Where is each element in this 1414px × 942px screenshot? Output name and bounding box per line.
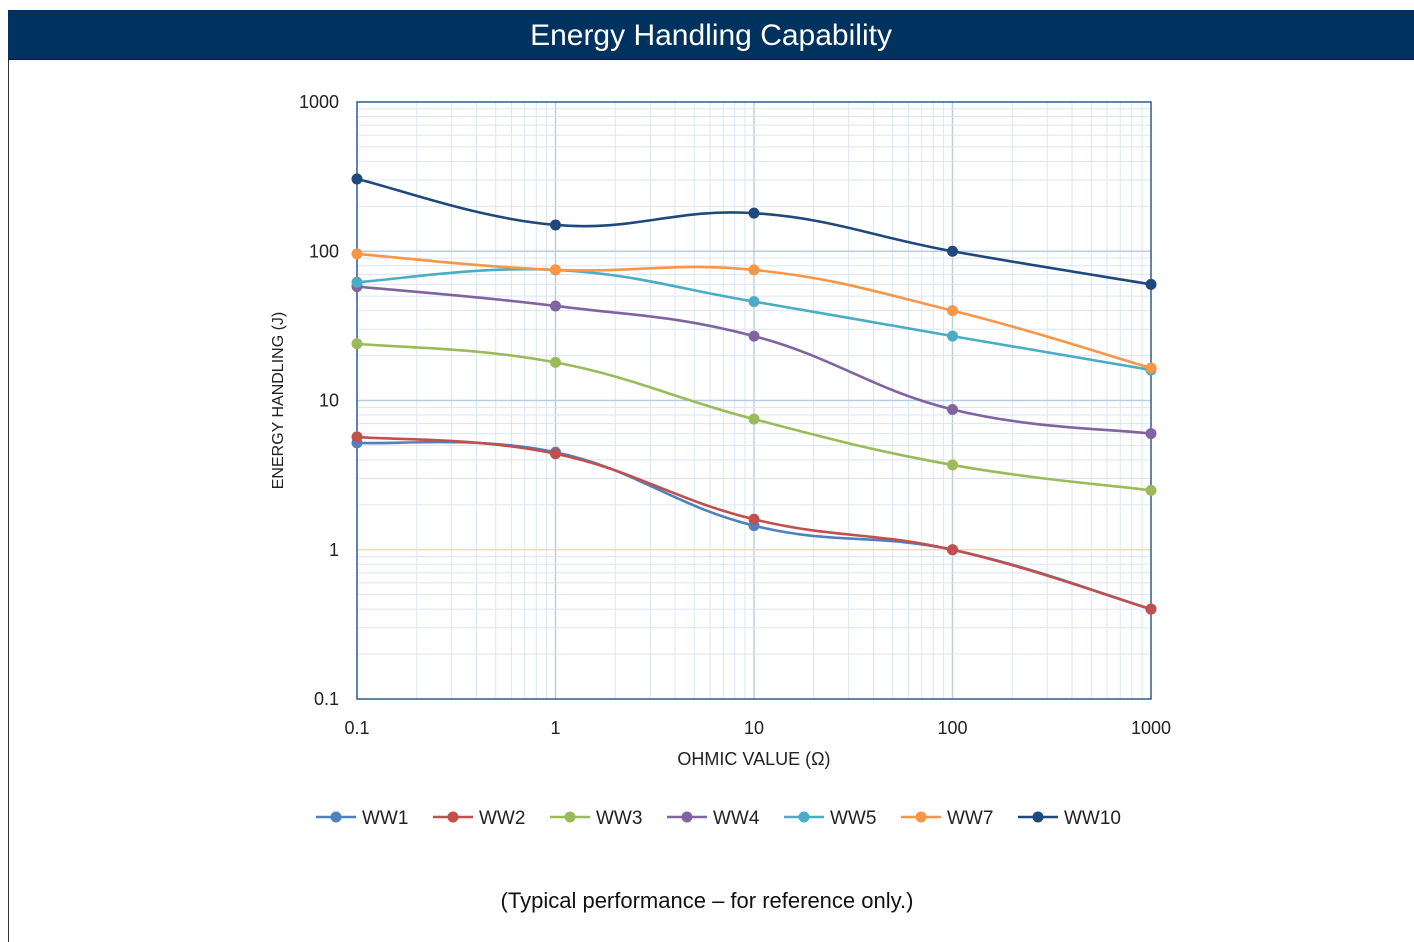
legend-item: WW10 (1018, 808, 1121, 829)
legend-item: WW7 (901, 808, 993, 829)
legend-label: WW7 (947, 808, 993, 829)
data-point (550, 264, 561, 276)
legend-swatch-marker (798, 811, 810, 823)
grid (357, 102, 1151, 699)
x-tick-label: 0.1 (344, 718, 369, 738)
data-point (748, 513, 760, 525)
y-tick-label: 1 (329, 540, 339, 560)
legend-item: WW1 (316, 808, 408, 829)
y-axis-label: ENERGY HANDLING (J) (270, 312, 287, 490)
plot-area (356, 101, 1152, 700)
legend-swatch-marker (915, 811, 927, 823)
data-point (947, 459, 958, 471)
legend-swatch-marker (564, 811, 576, 823)
legend-label: WW10 (1064, 808, 1121, 829)
x-tick-label: 10 (744, 718, 764, 738)
y-tick-label: 1000 (299, 92, 339, 112)
legend: WW1 WW2 WW3 WW4 WW5 WW7 WW10 (316, 808, 1121, 829)
legend-label: WW5 (830, 808, 876, 829)
data-point (351, 338, 363, 350)
y-tick-label: 100 (309, 241, 339, 261)
series-ww3 (351, 338, 1157, 496)
y-tick-label: 0.1 (314, 689, 339, 709)
series-ww7 (351, 248, 1157, 374)
data-point (748, 207, 760, 219)
legend-item: WW4 (667, 808, 760, 829)
legend-swatch-marker (681, 811, 693, 823)
data-point (947, 305, 958, 317)
data-point (748, 296, 760, 308)
x-axis-label: OHMIC VALUE (Ω) (677, 749, 830, 769)
series-ww2 (351, 431, 1157, 615)
data-point (351, 248, 363, 260)
legend-label: WW4 (713, 808, 760, 829)
data-point (550, 356, 561, 368)
data-point (748, 264, 760, 276)
data-point (748, 413, 760, 425)
data-point (351, 431, 363, 443)
legend-label: WW2 (479, 808, 525, 829)
legend-label: WW1 (362, 808, 408, 829)
data-point (947, 544, 958, 556)
chart-title: Energy Handling Capability (8, 10, 1414, 60)
data-point (947, 404, 958, 416)
data-point (1145, 278, 1157, 290)
footnote: (Typical performance – for reference onl… (500, 888, 914, 913)
y-tick-label: 10 (319, 391, 339, 411)
legend-swatch-marker (1032, 811, 1044, 823)
data-point (550, 300, 561, 312)
x-tick-label: 1 (550, 718, 560, 738)
legend-item: WW5 (784, 808, 876, 829)
legend-label: WW3 (596, 808, 642, 829)
data-point (1145, 428, 1157, 440)
legend-swatch-marker (447, 811, 459, 823)
data-point (550, 219, 561, 231)
series-ww10 (351, 173, 1157, 290)
legend-item: WW3 (550, 808, 642, 829)
data-point (1145, 362, 1157, 374)
x-tick-label: 1000 (1131, 718, 1171, 738)
data-point (947, 330, 958, 342)
data-point (748, 330, 760, 342)
x-tick-label: 100 (937, 718, 967, 738)
legend-item: WW2 (433, 808, 525, 829)
data-point (1145, 603, 1157, 615)
data-point (351, 276, 363, 288)
data-point (351, 173, 363, 185)
data-point (1145, 484, 1157, 496)
data-point (550, 448, 561, 460)
legend-swatch-marker (330, 811, 342, 823)
data-point (947, 245, 958, 257)
